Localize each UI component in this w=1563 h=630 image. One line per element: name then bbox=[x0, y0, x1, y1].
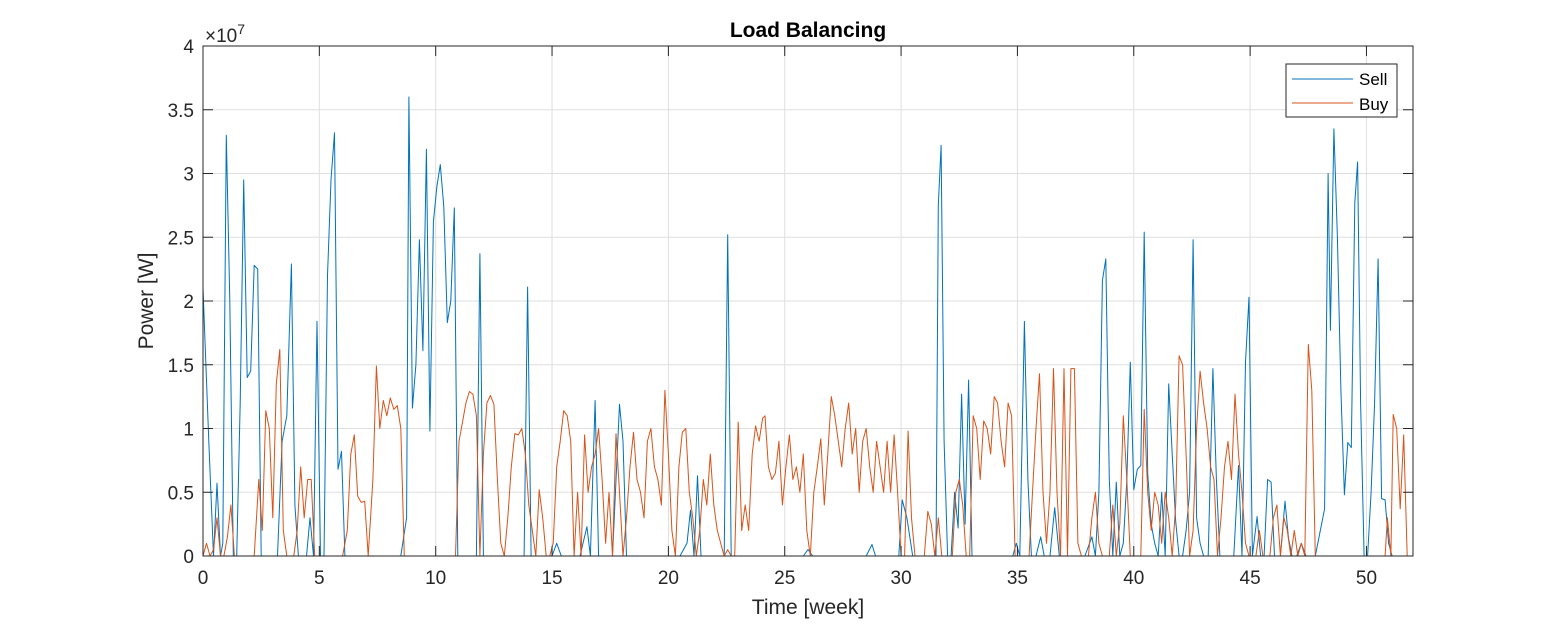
x-tick-label: 50 bbox=[1356, 568, 1377, 589]
x-tick-labels: 0 5 10 15 20 25 30 35 40 45 50 bbox=[198, 568, 1377, 589]
x-tick-label: 40 bbox=[1123, 568, 1144, 589]
x-tick-label: 20 bbox=[658, 568, 679, 589]
y-tick-label: 2 bbox=[183, 292, 194, 313]
legend: Sell Buy bbox=[1285, 63, 1398, 118]
legend-box bbox=[1285, 63, 1398, 118]
y-tick-label: 4 bbox=[183, 37, 194, 58]
x-tick-label: 45 bbox=[1240, 568, 1261, 589]
y-axis-label: Power [W] bbox=[135, 253, 158, 350]
x-tick-label: 5 bbox=[314, 568, 325, 589]
legend-label-sell: Sell bbox=[1359, 70, 1387, 89]
x-tick-label: 15 bbox=[541, 568, 562, 589]
y-tick-labels: 0 0.5 1 1.5 2 2.5 3 3.5 4 bbox=[168, 37, 195, 568]
x-tick-label: 30 bbox=[891, 568, 912, 589]
x-tick-label: 0 bbox=[198, 568, 209, 589]
legend-label-buy: Buy bbox=[1359, 95, 1389, 114]
y-tick-label: 2.5 bbox=[168, 228, 194, 249]
tick-marks bbox=[202, 45, 1413, 557]
x-tick-label: 25 bbox=[774, 568, 795, 589]
y-tick-label: 1.5 bbox=[168, 356, 194, 377]
y-exponent-label: ×107 bbox=[205, 21, 245, 47]
y-tick-label: 3 bbox=[183, 165, 194, 186]
y-tick-label: 1 bbox=[183, 420, 194, 441]
chart-title: Load Balancing bbox=[730, 19, 886, 42]
y-tick-label: 0 bbox=[183, 547, 194, 568]
x-axis-label: Time [week] bbox=[752, 596, 864, 619]
x-tick-label: 35 bbox=[1007, 568, 1028, 589]
y-tick-label: 3.5 bbox=[168, 101, 194, 122]
x-tick-label: 10 bbox=[425, 568, 446, 589]
y-tick-label: 0.5 bbox=[168, 483, 194, 504]
